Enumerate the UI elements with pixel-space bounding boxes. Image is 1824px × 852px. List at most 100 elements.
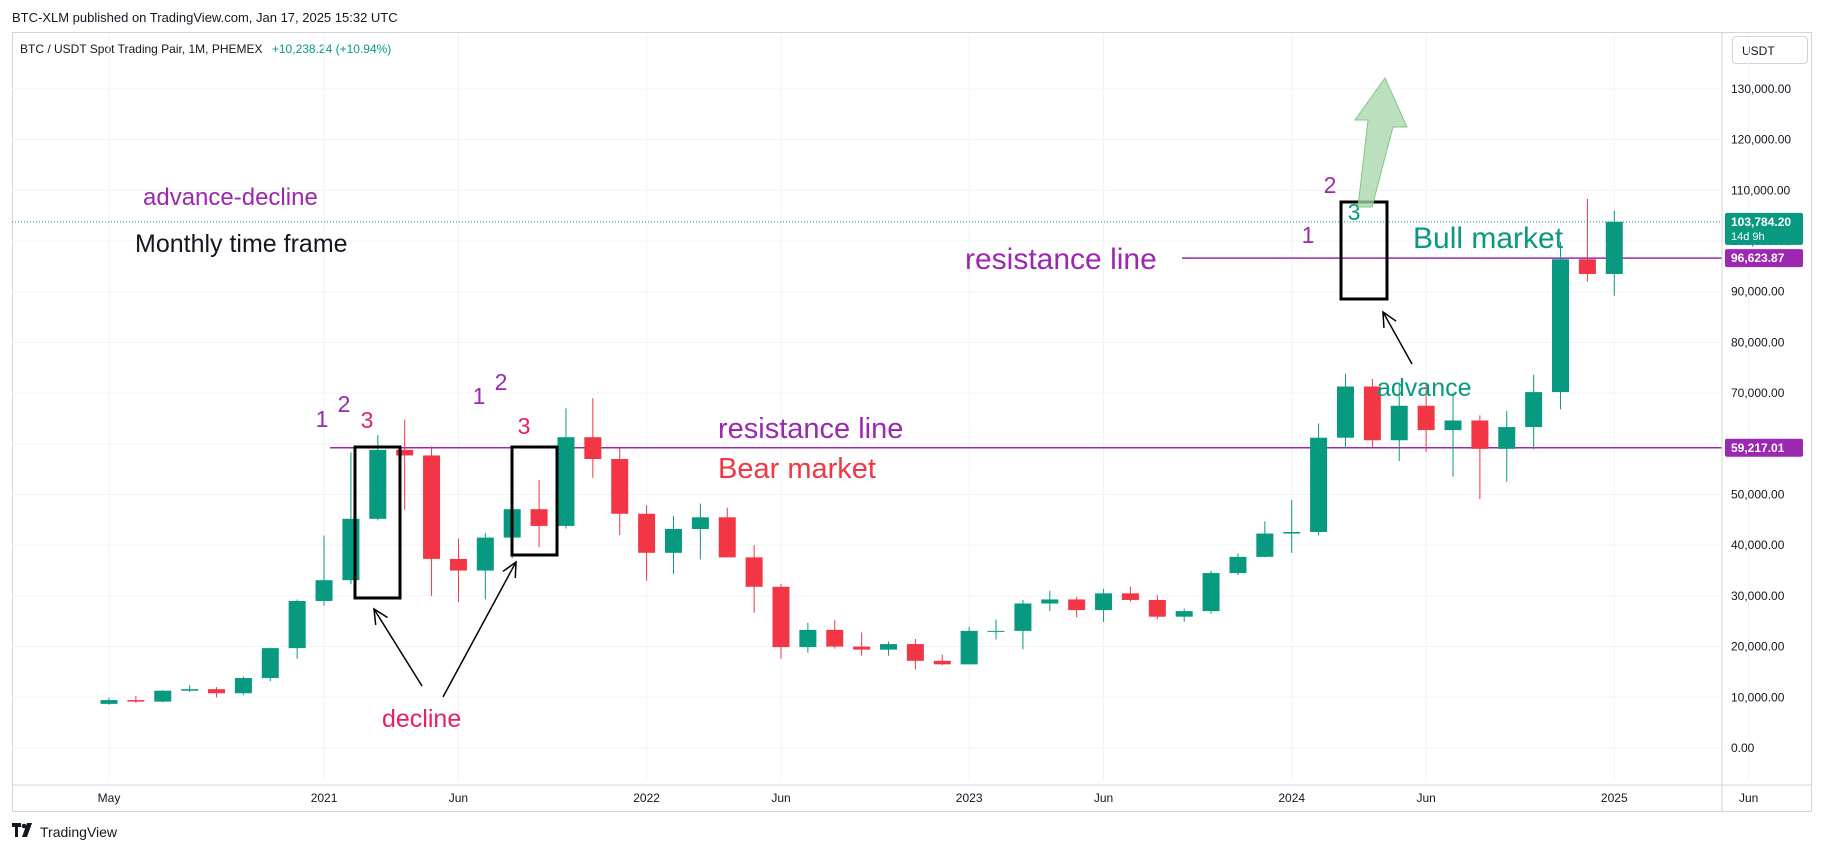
candle-body: [1068, 599, 1086, 611]
candle-body: [1095, 593, 1113, 611]
annotation-timeframe: Monthly time frame: [135, 230, 348, 258]
currency-button[interactable]: USDT: [1732, 36, 1808, 64]
candle-body: [1148, 599, 1166, 617]
candle-body: [1256, 533, 1274, 557]
candle-body: [1390, 405, 1408, 441]
candle-body: [234, 678, 252, 694]
candle-body: [127, 700, 145, 702]
axes: 130,000.00120,000.00110,000.00100,000.00…: [12, 33, 1812, 812]
candle-body: [476, 537, 494, 571]
candle-body: [906, 644, 924, 661]
x-tick-label: Jun: [449, 791, 468, 805]
y-tick-label: 40,000.00: [1731, 538, 1785, 552]
annotation-bear-market: Bear market: [718, 453, 876, 485]
candle-body: [584, 437, 602, 460]
candle-body: [1605, 221, 1623, 274]
candle-body: [1525, 392, 1543, 428]
projection-arrow-icon: [1354, 77, 1408, 208]
candle-body: [933, 660, 951, 665]
candle-body: [1578, 259, 1596, 274]
y-tick-label: 30,000.00: [1731, 589, 1785, 603]
candle-body: [1444, 420, 1462, 431]
candle-body: [1202, 573, 1220, 612]
candle-body: [1121, 593, 1139, 600]
y-tick-label: 120,000.00: [1731, 133, 1791, 147]
candles: [100, 198, 1623, 705]
annotation-resistance-lower: resistance line: [718, 413, 903, 445]
wave-count-2: 2: [338, 391, 351, 417]
candle-body: [1310, 437, 1328, 533]
candle-body: [1552, 259, 1570, 393]
wave-count-1: 1: [473, 383, 486, 409]
candle-body: [1471, 420, 1489, 449]
candle-body: [1363, 386, 1381, 441]
candle-body: [154, 690, 172, 702]
candle-body: [181, 689, 199, 691]
decline-arrow-1: [373, 608, 423, 687]
symbol-name[interactable]: BTC / USDT Spot Trading Pair, 1M, PHEMEX: [20, 42, 263, 56]
tradingview-logo-icon: [12, 823, 34, 840]
wave-count-3: 3: [1348, 199, 1361, 225]
x-tick-label: 2021: [311, 791, 338, 805]
publish-line: BTC-XLM published on TradingView.com, Ja…: [12, 10, 398, 25]
annotation-advance: advance: [1377, 374, 1472, 402]
symbol-info: BTC / USDT Spot Trading Pair, 1M, PHEMEX…: [20, 42, 391, 56]
resistance-lower-price-label-bg: [1725, 438, 1803, 457]
x-tick-label: Jun: [1416, 791, 1435, 805]
y-tick-label: 80,000.00: [1731, 335, 1785, 349]
x-tick-label: 2022: [633, 791, 660, 805]
grid: [12, 33, 1750, 780]
countdown-label: 14d 9h: [1731, 231, 1765, 243]
candle-body: [530, 509, 548, 526]
x-tick-label: 2023: [956, 791, 983, 805]
wave-count-2: 2: [1324, 172, 1337, 198]
advance-arrow: [1382, 311, 1413, 365]
last-price-label: 103,784.20: [1731, 215, 1791, 229]
x-tick-label: 2024: [1278, 791, 1305, 805]
decline-arrow-2-head: [502, 560, 517, 579]
candle-body: [611, 459, 629, 514]
decline-arrow-2: [442, 561, 517, 698]
candle-body: [987, 630, 1005, 632]
y-tick-label: 50,000.00: [1731, 488, 1785, 502]
candle-body: [826, 629, 844, 647]
y-tick-label: 20,000.00: [1731, 640, 1785, 654]
annotations: advance-decline Monthly time frame resista…: [135, 77, 1564, 733]
resistance-upper-price-label: 96,623.87: [1731, 251, 1785, 265]
candle-body: [423, 455, 441, 559]
chart-frame: [12, 32, 1812, 812]
wave-count-2: 2: [495, 369, 508, 395]
y-tick-label: 110,000.00: [1731, 183, 1790, 197]
footer-brand[interactable]: TradingView: [12, 823, 117, 840]
candle-body: [557, 437, 575, 526]
annotation-bull-market: Bull market: [1413, 222, 1564, 255]
annotation-decline: decline: [382, 705, 461, 733]
y-tick-label: 130,000.00: [1731, 82, 1791, 96]
candle-body: [1229, 556, 1247, 574]
price-change: +10,238.24 (+10.94%): [271, 42, 392, 56]
candle-body: [1498, 427, 1516, 449]
candle-body: [799, 629, 817, 648]
x-tick-label: Jun: [1739, 791, 1758, 805]
candle-body: [691, 517, 709, 529]
wave-count-3: 3: [361, 407, 374, 433]
annotation-advance-decline: advance-decline: [143, 184, 318, 211]
candle-body: [960, 630, 978, 665]
candle-body: [288, 600, 306, 649]
x-tick-label: 2025: [1601, 791, 1628, 805]
candle-body: [261, 648, 279, 679]
resistance-lower-price-label: 59,217.01: [1731, 441, 1785, 455]
candle-body: [745, 557, 763, 587]
decline-arrow-1-head: [373, 607, 388, 625]
candle-body: [369, 449, 387, 519]
advance-arrow-head: [1382, 310, 1397, 329]
wave-count-1: 1: [316, 406, 329, 432]
y-tick-label: 90,000.00: [1731, 285, 1785, 299]
candle-body: [342, 518, 360, 581]
x-tick-label: May: [98, 791, 121, 805]
resistance-upper-price-label-bg: [1725, 249, 1803, 268]
candle-body: [1014, 603, 1032, 631]
decline-box-1: [353, 445, 402, 600]
candle-body: [1175, 611, 1193, 617]
